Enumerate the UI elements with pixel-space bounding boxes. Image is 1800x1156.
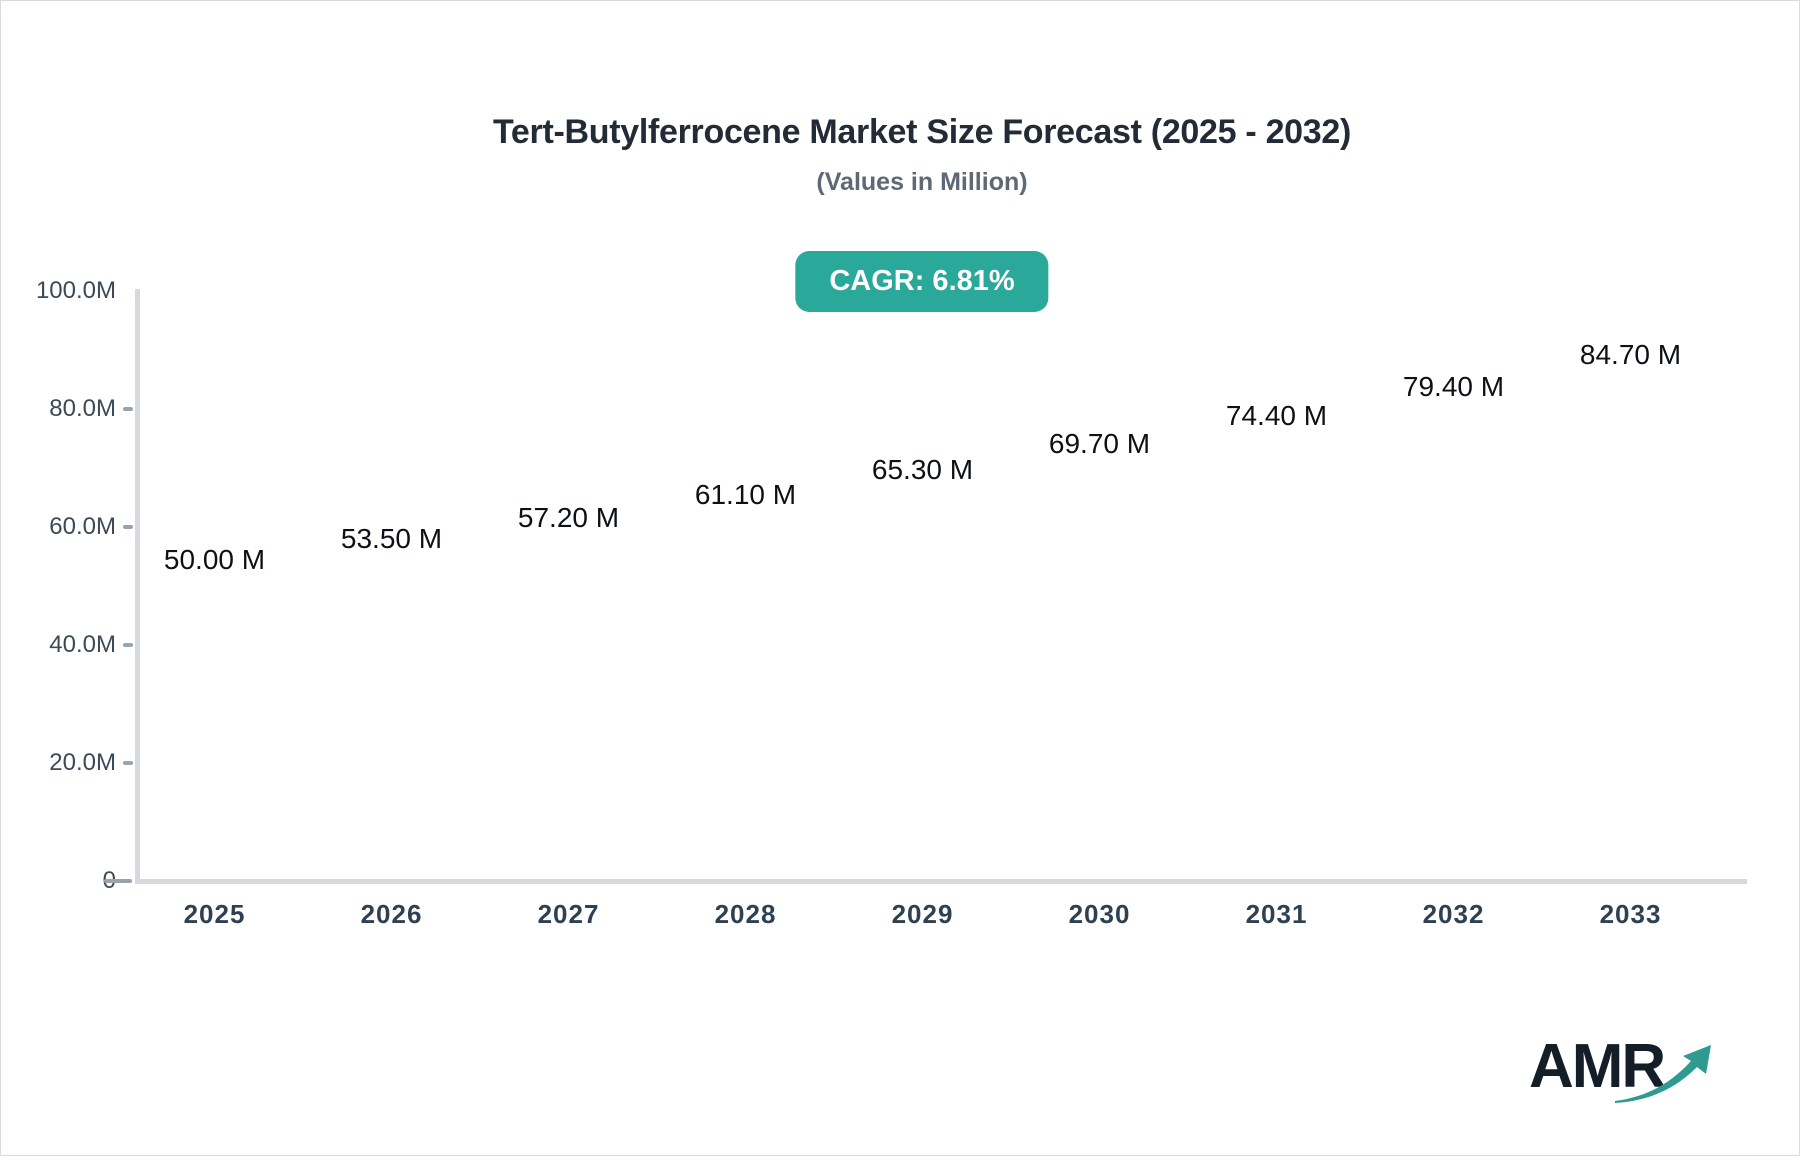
y-axis-tick [123,643,133,647]
chart-subtitle: (Values in Million) [816,168,1028,196]
x-axis-label-2028: 2028 [714,899,777,929]
x-axis-label-2030: 2030 [1068,899,1131,929]
y-axis-tick [104,879,132,883]
amr-logo: AMR [1529,1031,1729,1111]
bar-value-label: 84.70 M [1579,339,1682,370]
y-axis-tick [123,525,133,529]
y-axis-tick-label: 100.0M [35,277,116,304]
bar-value-label: 57.20 M [517,502,620,533]
cagr-badge: CAGR: 6.81% [795,251,1049,312]
x-axis-label-2033: 2033 [1599,899,1662,929]
x-axis-label-2025: 2025 [183,899,246,929]
y-axis-tick [123,407,133,411]
amr-logo-text: AMR [1529,1032,1666,1101]
x-axis-label-2029: 2029 [891,899,954,929]
y-axis-line [135,289,140,884]
x-axis-label-2032: 2032 [1422,899,1485,929]
y-axis-tick-label: 40.0M [49,631,116,658]
chart-title: Tert-Butylferrocene Market Size Forecast… [492,113,1352,151]
bar-value-label: 50.00 M [163,544,266,575]
bar-value-label: 53.50 M [340,523,443,554]
bar-value-label: 61.10 M [694,479,797,510]
y-axis-tick [123,761,133,765]
bar-value-label: 74.40 M [1225,400,1328,431]
x-axis-label-2031: 2031 [1245,899,1308,929]
y-axis-tick-label: 0 [6,867,116,895]
growth-arrow-icon [1615,1045,1711,1103]
bar-value-label: 69.70 M [1048,428,1151,459]
bar-value-label: 79.40 M [1402,371,1505,402]
y-axis-tick-label: 80.0M [49,395,116,422]
x-axis-label-2027: 2027 [537,899,600,929]
x-axis-label-2026: 2026 [360,899,423,929]
y-axis-tick-label: 60.0M [49,513,116,540]
x-axis-line [135,879,1747,884]
bar-value-label: 65.30 M [871,454,974,485]
y-axis-tick-label: 20.0M [49,749,116,776]
